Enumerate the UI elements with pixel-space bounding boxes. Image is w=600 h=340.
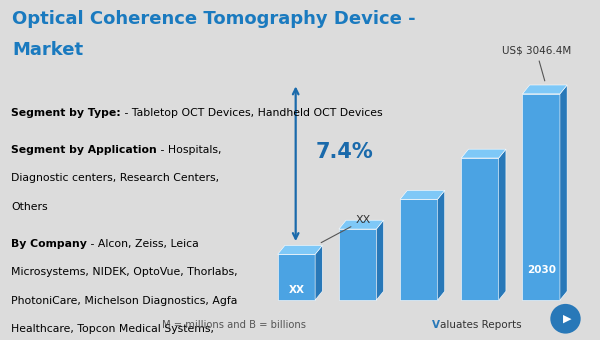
Text: Healthcare, Topcon Medical Systems,: Healthcare, Topcon Medical Systems, xyxy=(11,324,214,334)
Text: XX: XX xyxy=(321,215,371,243)
Polygon shape xyxy=(376,220,383,300)
Text: US$ 3046.4M: US$ 3046.4M xyxy=(502,46,571,81)
Polygon shape xyxy=(437,190,445,300)
Circle shape xyxy=(550,304,581,334)
Text: Diagnostic centers, Research Centers,: Diagnostic centers, Research Centers, xyxy=(11,173,219,183)
Text: - Hospitals,: - Hospitals, xyxy=(157,145,221,155)
Text: XX: XX xyxy=(289,285,305,294)
Text: Market: Market xyxy=(12,41,83,59)
Text: Microsystems, NIDEK, OptoVue, Thorlabs,: Microsystems, NIDEK, OptoVue, Thorlabs, xyxy=(11,267,238,277)
Text: 2030: 2030 xyxy=(527,265,556,275)
Text: Segment by Application: Segment by Application xyxy=(11,145,157,155)
Text: aluates Reports: aluates Reports xyxy=(440,320,521,330)
Polygon shape xyxy=(560,85,567,300)
Text: M = millions and B = billions: M = millions and B = billions xyxy=(162,320,306,330)
Polygon shape xyxy=(400,199,437,300)
Text: Segment by Type:: Segment by Type: xyxy=(11,108,121,118)
Polygon shape xyxy=(339,229,376,300)
Text: By Company: By Company xyxy=(11,239,87,249)
Polygon shape xyxy=(499,149,506,300)
Polygon shape xyxy=(400,190,445,199)
Text: PhotoniCare, Michelson Diagnostics, Agfa: PhotoniCare, Michelson Diagnostics, Agfa xyxy=(11,296,238,306)
Polygon shape xyxy=(461,158,499,300)
Polygon shape xyxy=(315,245,322,300)
Text: Others: Others xyxy=(11,202,47,212)
Text: V: V xyxy=(432,320,440,330)
Text: - Alcon, Zeiss, Leica: - Alcon, Zeiss, Leica xyxy=(87,239,199,249)
Text: - Tabletop OCT Devices, Handheld OCT Devices: - Tabletop OCT Devices, Handheld OCT Dev… xyxy=(121,108,382,118)
Polygon shape xyxy=(278,245,322,254)
Text: 7.4%: 7.4% xyxy=(316,142,374,162)
Polygon shape xyxy=(461,149,506,158)
Polygon shape xyxy=(523,94,560,300)
Text: Optical Coherence Tomography Device -: Optical Coherence Tomography Device - xyxy=(12,10,416,28)
Polygon shape xyxy=(339,220,383,229)
Polygon shape xyxy=(523,85,567,94)
Text: ▶: ▶ xyxy=(563,314,571,324)
Polygon shape xyxy=(278,254,315,300)
